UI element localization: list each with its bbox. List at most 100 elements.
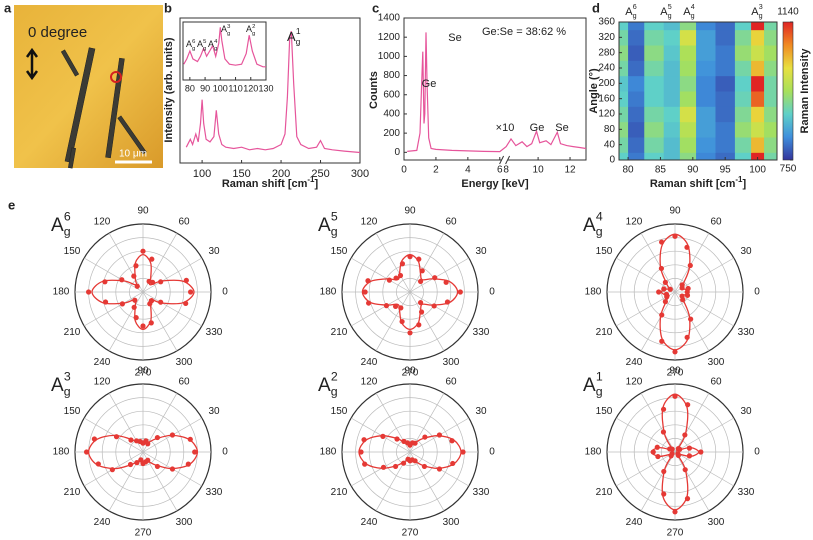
data-point <box>687 262 693 269</box>
peak-label: Ge <box>422 78 437 90</box>
angle-tick-label: 120 <box>361 376 378 387</box>
data-point <box>682 432 688 438</box>
heatmap-cell <box>715 75 736 92</box>
heatmap-cell <box>715 91 736 107</box>
angle-tick-label: 240 <box>94 517 111 528</box>
label-sup: 1 <box>296 26 301 36</box>
heatmap-cell <box>619 152 629 161</box>
y-tick-label: 800 <box>383 70 400 81</box>
y-tick-label: 600 <box>383 89 400 100</box>
angle-tick-label: 330 <box>738 327 755 338</box>
peak-label: Ag5 <box>318 210 338 239</box>
label-sup: 4 <box>596 210 603 224</box>
data-point <box>659 338 665 344</box>
label-sub: g <box>691 12 695 20</box>
peak-label: Ag3 <box>51 370 71 399</box>
data-point <box>656 289 662 295</box>
heatmap-cell <box>663 91 681 107</box>
colorbar-tick-label: 1140 <box>777 7 799 18</box>
heatmap-cell <box>715 152 736 161</box>
y-tick-label: 120 <box>598 109 615 120</box>
angle-tick-label: 240 <box>361 517 378 528</box>
axis-label: Energy [keV] <box>461 178 529 190</box>
angle-tick-label: 90 <box>404 206 416 217</box>
data-point <box>362 289 368 295</box>
data-point <box>133 315 139 321</box>
polar-spoke <box>83 291 144 327</box>
angle-tick-label: 180 <box>320 287 337 298</box>
data-point <box>672 233 678 239</box>
data-point <box>682 467 688 473</box>
peak-label: Se <box>448 32 461 44</box>
peak-label: Ag2 <box>318 370 338 399</box>
data-point <box>380 464 387 470</box>
label-base: A <box>186 39 192 49</box>
label-sub: g <box>633 12 637 20</box>
label-sup: 2 <box>252 23 255 29</box>
heatmap-cell <box>751 60 765 77</box>
heatmap-cell <box>619 137 629 153</box>
angle-tick-label: 30 <box>475 246 487 257</box>
angle-tick-label: 240 <box>626 357 643 368</box>
polar-spoke <box>674 291 710 352</box>
label-sub: g <box>64 225 71 239</box>
colorbar-tick-label: 750 <box>780 164 797 175</box>
data-point <box>91 436 97 442</box>
label-sub: g <box>227 31 230 37</box>
data-point <box>407 330 413 336</box>
heatmap-cell <box>764 75 778 92</box>
heatmap-cell <box>679 22 697 31</box>
data-point <box>380 433 386 439</box>
y-tick-label: 360 <box>598 17 615 28</box>
data-point <box>149 256 155 262</box>
angle-tick-label: 0 <box>222 447 228 458</box>
heatmap-cell <box>764 121 778 138</box>
x-tick-label: 2 <box>433 165 439 176</box>
data-point <box>154 434 161 441</box>
data-point <box>127 461 134 468</box>
heatmap-cell <box>696 137 716 153</box>
heatmap-cell <box>696 106 716 123</box>
angle-tick-label: 330 <box>738 487 755 498</box>
angle-tick-label: 60 <box>710 216 722 227</box>
label-base: A <box>625 6 633 18</box>
polar-spoke <box>108 232 144 293</box>
heatmap-cell <box>628 152 645 161</box>
x-tick-label: 80 <box>185 83 195 93</box>
heatmap-cell <box>663 137 681 153</box>
data-point <box>140 248 146 254</box>
polar-spoke <box>409 257 470 293</box>
data-point <box>668 453 674 459</box>
data-point <box>421 463 428 470</box>
heatmap-cell <box>663 75 681 92</box>
data-point <box>394 436 400 442</box>
heatmap-cell <box>663 106 681 123</box>
y-tick-label: 1200 <box>378 32 401 43</box>
data-point <box>662 299 668 305</box>
data-point <box>400 460 407 466</box>
x-tick-label: 100 <box>193 168 211 180</box>
angle-tick-label: 210 <box>64 487 81 498</box>
angle-tick-label: 150 <box>64 406 81 417</box>
angle-tick-label: 30 <box>740 246 752 257</box>
plot-frame <box>182 21 267 81</box>
label-sup: 5 <box>331 210 338 224</box>
data-point <box>131 273 137 279</box>
angle-tick-label: 150 <box>596 406 613 417</box>
polar-spoke <box>350 451 411 487</box>
angle-tick-label: 30 <box>475 406 487 417</box>
data-point <box>401 438 407 444</box>
orientation-text: 0 degree <box>28 24 87 41</box>
data-point <box>436 432 443 438</box>
panel-a: a 0 degree 10 μm <box>4 0 163 169</box>
heatmap-cell <box>644 152 665 161</box>
panel-label: a <box>4 0 12 15</box>
heatmap-cell <box>764 91 778 107</box>
angle-tick-label: 270 <box>667 528 684 539</box>
x-tick-label: 100 <box>749 165 766 176</box>
y-tick-label: 280 <box>598 47 615 58</box>
heatmap-cell <box>619 45 629 61</box>
angle-tick-label: 120 <box>626 216 643 227</box>
heatmap-cell <box>628 75 645 92</box>
